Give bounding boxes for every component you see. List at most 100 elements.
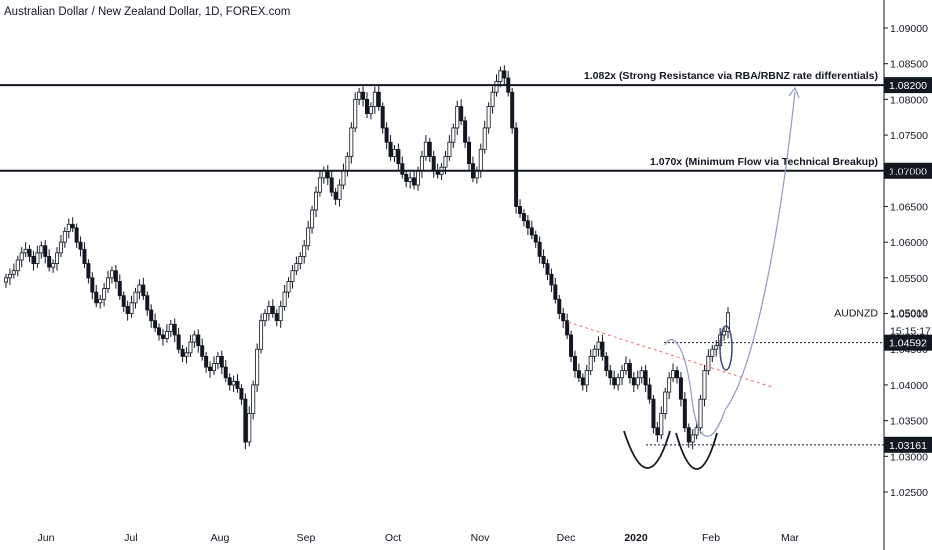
candle [482,120,487,154]
candle [313,186,318,218]
candle [682,392,687,433]
candle [168,319,173,338]
candle [541,249,546,268]
candle [663,387,668,420]
price-axis[interactable]: 1.09000 1.08500 1.08000 1.07500 1.07000 1.065… [834,0,931,550]
time-tick-label: Sep [297,532,316,544]
price-tick-label: 1.03000 [890,451,928,463]
candle [243,393,248,450]
candle [400,156,405,179]
candle [208,361,213,378]
candle [569,330,574,363]
arrow-head [788,86,800,99]
candle [419,150,424,178]
candle [278,300,283,328]
time-tick-label: Nov [471,532,490,544]
candle [361,86,366,107]
candle [262,309,267,327]
candle [368,102,373,120]
candle [600,334,605,361]
candle [231,375,236,393]
candle [427,137,432,163]
candle [211,356,216,375]
candle [364,92,369,118]
candle [514,122,519,214]
price-tick-label: 1.07000 [890,166,928,178]
projection-arrow[interactable] [724,91,796,411]
candle [298,252,303,270]
levels-layer: 1.082x (Strong Resistance via RBA/RBNZ r… [0,70,932,453]
candle [459,99,464,126]
candle [247,406,252,447]
candle [235,374,240,393]
candle [58,235,63,258]
candle [78,236,83,257]
candle [404,170,409,188]
candle [270,299,275,318]
candle [153,313,158,333]
candle [549,268,554,293]
candle [490,86,495,114]
candle [23,242,28,258]
candle [372,86,377,114]
candle [651,394,656,434]
breakout-ellipse[interactable] [719,325,733,371]
candle [478,143,483,178]
candle [333,187,338,206]
time-tick-label: Jul [124,532,137,544]
candle [529,220,534,240]
candle [113,264,118,289]
candle [255,343,260,393]
candle [565,313,570,340]
candle [259,313,264,354]
time-axis[interactable]: Jun Jul Aug Sep Oct Nov Dec 2020 Feb Mar [38,532,800,544]
candle [310,205,315,234]
candle [251,380,256,420]
candle [321,166,326,184]
candle [66,218,71,239]
candle [588,349,593,375]
candle [572,350,577,378]
left-cup-curve[interactable] [623,430,671,469]
candle [467,136,472,171]
annotations-layer [567,86,800,470]
candle [486,102,491,134]
candle [35,245,40,268]
candle [129,295,134,318]
candle [518,199,523,218]
candle [121,291,126,313]
candle [215,352,220,370]
symbol-label: AUDNZD [834,308,878,320]
candle [545,259,550,280]
time-tick-label: Mar [781,532,800,544]
price-tick-label: 1.08500 [890,59,928,71]
right-cup-curve[interactable] [675,432,718,470]
candle [11,263,16,279]
candle [15,255,20,277]
candle [125,300,130,321]
candle [635,370,640,390]
candle [204,352,209,373]
candle [325,165,330,186]
candle [710,344,715,363]
svg-text:1.08200: 1.08200 [889,80,927,92]
candle [698,394,703,434]
candle [282,284,287,311]
projection-path-lower[interactable] [664,339,726,437]
candle [533,230,538,248]
candle [502,65,507,86]
candle [7,268,12,285]
candle [62,227,67,248]
candle [294,256,299,275]
candle [86,259,91,284]
candle [286,277,291,298]
candle [70,217,75,233]
candle [455,100,460,136]
candle [596,336,601,357]
candle [341,163,346,190]
candle [580,373,585,391]
candle [655,422,660,443]
candle [200,338,205,361]
candle [659,406,664,440]
